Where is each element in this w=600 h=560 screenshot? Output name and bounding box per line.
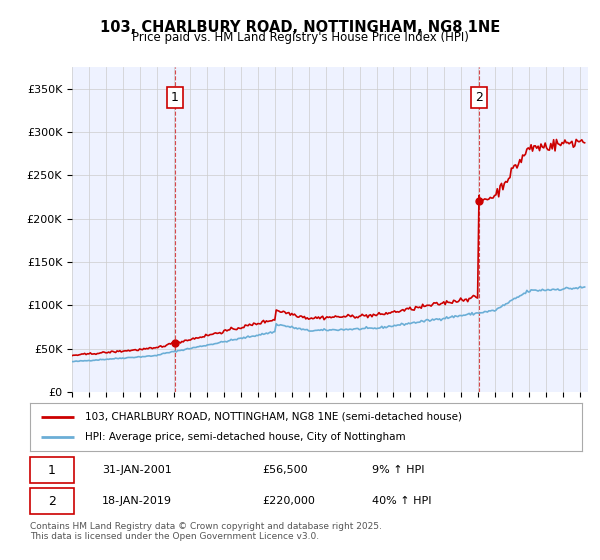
- Text: 31-JAN-2001: 31-JAN-2001: [102, 465, 172, 475]
- Text: HPI: Average price, semi-detached house, City of Nottingham: HPI: Average price, semi-detached house,…: [85, 432, 406, 442]
- Text: Price paid vs. HM Land Registry's House Price Index (HPI): Price paid vs. HM Land Registry's House …: [131, 31, 469, 44]
- FancyBboxPatch shape: [30, 488, 74, 514]
- Text: 1: 1: [171, 91, 179, 104]
- Text: 18-JAN-2019: 18-JAN-2019: [102, 496, 172, 506]
- Text: 2: 2: [475, 91, 483, 104]
- Text: £56,500: £56,500: [262, 465, 307, 475]
- Text: 103, CHARLBURY ROAD, NOTTINGHAM, NG8 1NE (semi-detached house): 103, CHARLBURY ROAD, NOTTINGHAM, NG8 1NE…: [85, 412, 462, 422]
- Text: Contains HM Land Registry data © Crown copyright and database right 2025.
This d: Contains HM Land Registry data © Crown c…: [30, 522, 382, 542]
- Text: 1: 1: [48, 464, 56, 477]
- Text: £220,000: £220,000: [262, 496, 315, 506]
- Text: 9% ↑ HPI: 9% ↑ HPI: [372, 465, 425, 475]
- FancyBboxPatch shape: [30, 458, 74, 483]
- Text: 40% ↑ HPI: 40% ↑ HPI: [372, 496, 432, 506]
- Text: 103, CHARLBURY ROAD, NOTTINGHAM, NG8 1NE: 103, CHARLBURY ROAD, NOTTINGHAM, NG8 1NE: [100, 20, 500, 35]
- Text: 2: 2: [48, 494, 56, 508]
